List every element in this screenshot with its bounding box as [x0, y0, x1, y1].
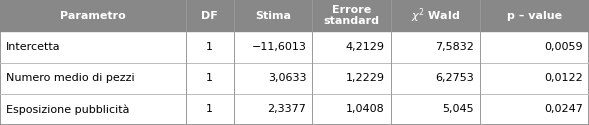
- Text: Intercetta: Intercetta: [6, 42, 61, 52]
- Bar: [186, 94, 234, 125]
- Bar: [0, 31, 186, 62]
- Bar: [234, 31, 312, 62]
- Text: 2,3377: 2,3377: [267, 104, 306, 114]
- Bar: [312, 94, 391, 125]
- Text: 1,2229: 1,2229: [346, 73, 385, 83]
- Text: Errore
standard: Errore standard: [323, 5, 379, 26]
- Text: 3,0633: 3,0633: [268, 73, 306, 83]
- Bar: [480, 31, 589, 62]
- Bar: [0, 94, 186, 125]
- Text: 4,2129: 4,2129: [346, 42, 385, 52]
- Text: 6,2753: 6,2753: [435, 73, 474, 83]
- Text: Numero medio di pezzi: Numero medio di pezzi: [6, 73, 134, 83]
- Text: Stima: Stima: [255, 11, 291, 21]
- Bar: [391, 62, 480, 94]
- Text: $\chi^2$ Wald: $\chi^2$ Wald: [411, 6, 460, 25]
- Text: 1: 1: [206, 42, 213, 52]
- Text: 1: 1: [206, 104, 213, 114]
- Text: 0,0059: 0,0059: [544, 42, 583, 52]
- Text: 7,5832: 7,5832: [435, 42, 474, 52]
- Bar: [234, 94, 312, 125]
- Bar: [480, 94, 589, 125]
- Text: Esposizione pubblicità: Esposizione pubblicità: [6, 104, 130, 115]
- Text: 0,0247: 0,0247: [544, 104, 583, 114]
- Bar: [186, 31, 234, 62]
- Text: 0,0122: 0,0122: [544, 73, 583, 83]
- Bar: [312, 0, 391, 31]
- Text: Parametro: Parametro: [60, 11, 125, 21]
- Bar: [312, 31, 391, 62]
- Bar: [186, 62, 234, 94]
- Bar: [0, 62, 186, 94]
- Bar: [312, 62, 391, 94]
- Text: −11,6013: −11,6013: [252, 42, 306, 52]
- Bar: [186, 0, 234, 31]
- Bar: [391, 94, 480, 125]
- Text: 1: 1: [206, 73, 213, 83]
- Bar: [391, 0, 480, 31]
- Text: 1,0408: 1,0408: [346, 104, 385, 114]
- Text: DF: DF: [201, 11, 218, 21]
- Text: 5,045: 5,045: [442, 104, 474, 114]
- Bar: [234, 0, 312, 31]
- Text: p – value: p – value: [507, 11, 562, 21]
- Bar: [0, 0, 186, 31]
- Bar: [480, 62, 589, 94]
- Bar: [480, 0, 589, 31]
- Bar: [391, 31, 480, 62]
- Bar: [234, 62, 312, 94]
